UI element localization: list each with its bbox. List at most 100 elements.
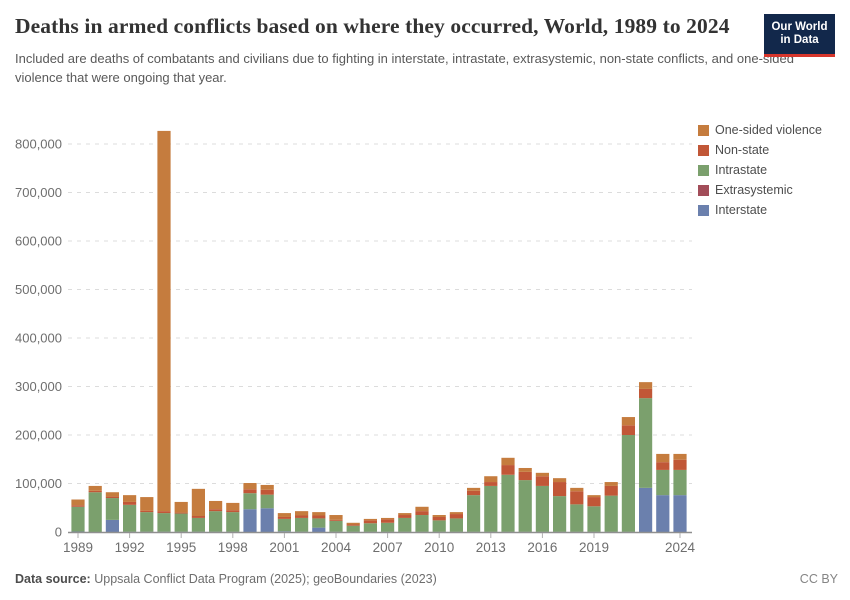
bar-segment-intrastate[interactable] bbox=[587, 506, 601, 532]
bar-segment-intrastate[interactable] bbox=[398, 517, 412, 532]
bar-segment-intrastate[interactable] bbox=[71, 506, 85, 532]
bar-segment-intrastate[interactable] bbox=[260, 494, 274, 509]
bar-segment-one_sided[interactable] bbox=[191, 488, 205, 516]
bar-segment-non_state[interactable] bbox=[484, 482, 498, 486]
bar-2000[interactable] bbox=[260, 484, 274, 532]
bar-segment-non_state[interactable] bbox=[570, 491, 584, 505]
bar-segment-non_state[interactable] bbox=[226, 510, 240, 513]
bar-segment-non_state[interactable] bbox=[518, 471, 532, 481]
bar-segment-one_sided[interactable] bbox=[535, 472, 549, 477]
bar-segment-non_state[interactable] bbox=[105, 496, 119, 499]
bar-segment-one_sided[interactable] bbox=[415, 506, 429, 512]
bar-segment-intrastate[interactable] bbox=[656, 469, 670, 496]
bar-segment-one_sided[interactable] bbox=[329, 515, 343, 520]
bar-2021[interactable] bbox=[621, 417, 635, 533]
bar-segment-one_sided[interactable] bbox=[71, 499, 85, 506]
bar-segment-non_state[interactable] bbox=[467, 490, 481, 496]
legend-item-intrastate[interactable]: Intrastate bbox=[698, 163, 822, 177]
bar-segment-non_state[interactable] bbox=[243, 489, 257, 494]
bar-2003[interactable] bbox=[312, 512, 326, 532]
bar-segment-non_state[interactable] bbox=[449, 514, 463, 519]
bar-segment-one_sided[interactable] bbox=[226, 502, 240, 511]
bar-segment-interstate[interactable] bbox=[105, 519, 119, 532]
bar-segment-intrastate[interactable] bbox=[467, 495, 481, 532]
bar-segment-intrastate[interactable] bbox=[277, 518, 291, 532]
bar-segment-one_sided[interactable] bbox=[587, 495, 601, 498]
bar-2012[interactable] bbox=[467, 487, 481, 533]
bar-segment-one_sided[interactable] bbox=[295, 511, 309, 516]
bar-segment-one_sided[interactable] bbox=[346, 522, 360, 525]
bar-segment-interstate[interactable] bbox=[673, 495, 687, 532]
bar-segment-non_state[interactable] bbox=[587, 497, 601, 507]
bar-segment-non_state[interactable] bbox=[501, 465, 515, 475]
bar-segment-intrastate[interactable] bbox=[363, 523, 377, 532]
bar-segment-one_sided[interactable] bbox=[363, 518, 377, 521]
license-link[interactable]: CC BY bbox=[799, 572, 838, 586]
bar-segment-non_state[interactable] bbox=[295, 515, 309, 518]
bar-segment-intrastate[interactable] bbox=[295, 517, 309, 532]
bar-segment-one_sided[interactable] bbox=[518, 467, 532, 472]
bar-2020[interactable] bbox=[604, 482, 618, 533]
stacked-bar-chart[interactable]: 0 100,000 200,000 300,000 400,000 500,000 600,… bbox=[0, 115, 850, 565]
bar-segment-intrastate[interactable] bbox=[432, 520, 446, 532]
bar-2002[interactable] bbox=[295, 511, 309, 533]
bar-segment-one_sided[interactable] bbox=[501, 457, 515, 466]
bar-1989[interactable] bbox=[71, 499, 85, 532]
bar-2001[interactable] bbox=[277, 513, 291, 532]
bar-segment-one_sided[interactable] bbox=[243, 483, 257, 490]
bar-1999[interactable] bbox=[243, 483, 257, 532]
bar-1990[interactable] bbox=[88, 485, 102, 532]
bar-segment-one_sided[interactable] bbox=[621, 417, 635, 426]
bar-segment-one_sided[interactable] bbox=[140, 497, 154, 511]
bar-segment-non_state[interactable] bbox=[381, 519, 395, 523]
bar-segment-non_state[interactable] bbox=[535, 476, 549, 486]
bar-segment-intrastate[interactable] bbox=[140, 512, 154, 532]
bar-segment-one_sided[interactable] bbox=[639, 382, 653, 389]
bar-segment-intrastate[interactable] bbox=[312, 518, 326, 528]
bar-segment-non_state[interactable] bbox=[604, 485, 618, 496]
bar-segment-one_sided[interactable] bbox=[484, 476, 498, 483]
bar-segment-intrastate[interactable] bbox=[570, 504, 584, 532]
bar-segment-intrastate[interactable] bbox=[673, 469, 687, 496]
bar-segment-non_state[interactable] bbox=[277, 516, 291, 519]
bar-segment-non_state[interactable] bbox=[123, 501, 137, 505]
bar-2013[interactable] bbox=[484, 476, 498, 533]
bar-segment-non_state[interactable] bbox=[398, 515, 412, 518]
bar-segment-non_state[interactable] bbox=[88, 490, 102, 493]
bar-segment-one_sided[interactable] bbox=[174, 501, 188, 513]
bar-segment-non_state[interactable] bbox=[260, 489, 274, 495]
bar-segment-non_state[interactable] bbox=[639, 388, 653, 399]
bar-segment-non_state[interactable] bbox=[415, 511, 429, 516]
bar-segment-non_state[interactable] bbox=[621, 425, 635, 435]
bar-segment-intrastate[interactable] bbox=[518, 480, 532, 532]
bar-segment-one_sided[interactable] bbox=[656, 453, 670, 463]
bar-segment-one_sided[interactable] bbox=[673, 453, 687, 460]
bar-segment-non_state[interactable] bbox=[71, 505, 85, 507]
bar-segment-intrastate[interactable] bbox=[449, 518, 463, 532]
bar-segment-one_sided[interactable] bbox=[277, 513, 291, 517]
bar-segment-one_sided[interactable] bbox=[209, 500, 223, 510]
bar-segment-one_sided[interactable] bbox=[432, 515, 446, 517]
bar-segment-intrastate[interactable] bbox=[415, 515, 429, 532]
bar-segment-one_sided[interactable] bbox=[467, 487, 481, 491]
bar-segment-intrastate[interactable] bbox=[226, 512, 240, 532]
bar-2019[interactable] bbox=[587, 495, 601, 533]
bar-1995[interactable] bbox=[174, 501, 188, 533]
bar-segment-one_sided[interactable] bbox=[312, 512, 326, 516]
bar-segment-intrastate[interactable] bbox=[329, 520, 343, 532]
bar-2023[interactable] bbox=[656, 453, 670, 532]
legend-item-extrasystemic[interactable]: Extrasystemic bbox=[698, 183, 822, 197]
bar-segment-non_state[interactable] bbox=[656, 462, 670, 470]
bar-segment-non_state[interactable] bbox=[312, 515, 326, 519]
bar-1997[interactable] bbox=[209, 500, 223, 533]
bar-1992[interactable] bbox=[123, 495, 137, 533]
bar-2022[interactable] bbox=[639, 382, 653, 532]
bar-segment-intrastate[interactable] bbox=[553, 496, 567, 532]
bar-1993[interactable] bbox=[140, 497, 154, 533]
bar-segment-non_state[interactable] bbox=[329, 519, 343, 521]
bar-2014[interactable] bbox=[501, 457, 515, 533]
bar-2006[interactable] bbox=[363, 518, 377, 533]
bar-2005[interactable] bbox=[346, 522, 360, 533]
bar-segment-non_state[interactable] bbox=[346, 524, 360, 526]
bar-segment-intrastate[interactable] bbox=[346, 525, 360, 532]
